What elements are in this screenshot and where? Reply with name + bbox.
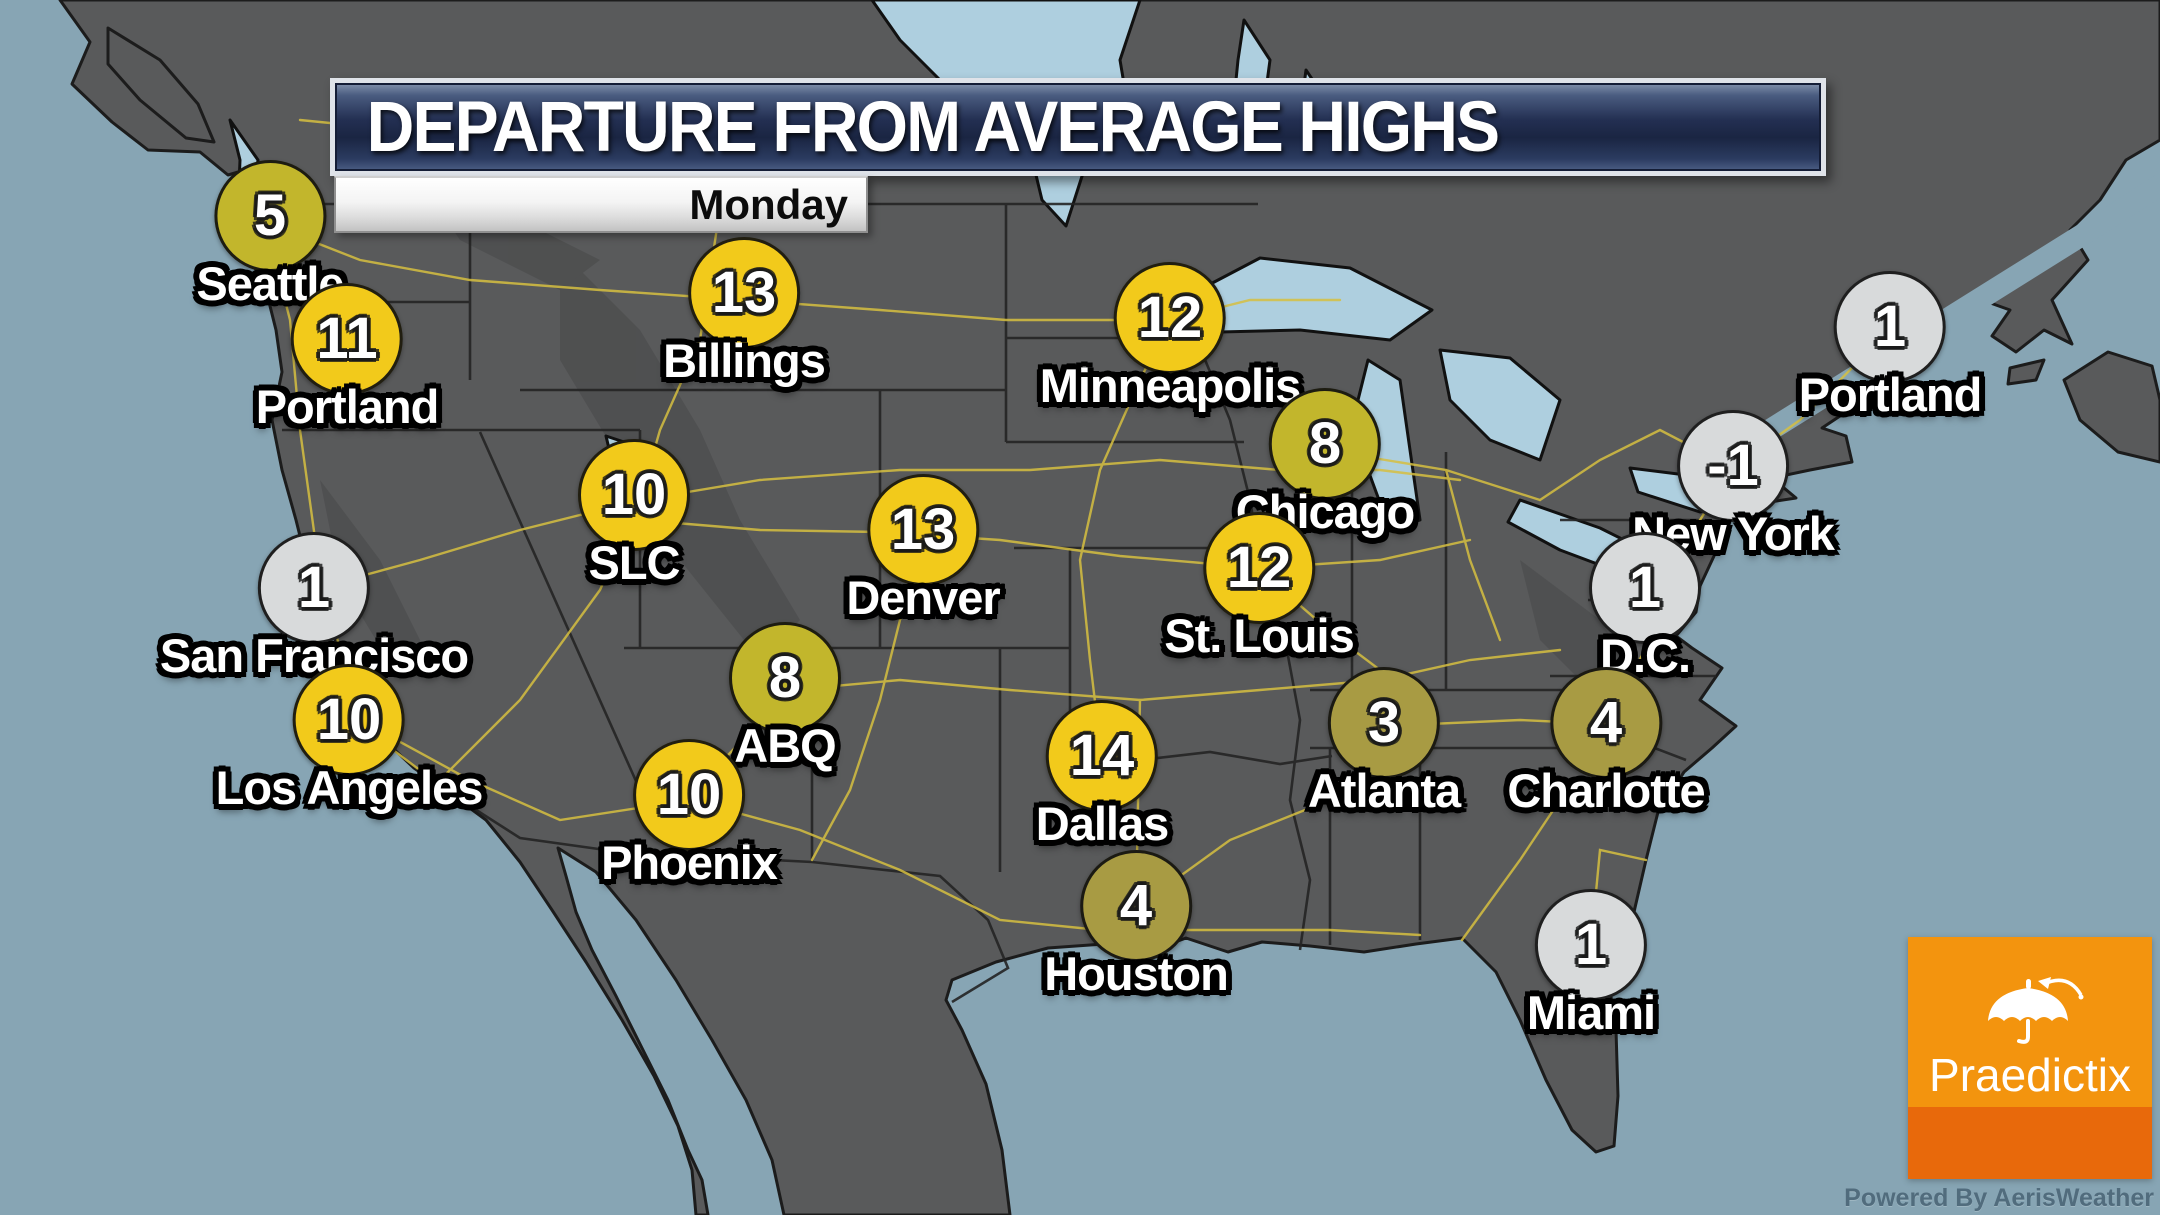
departure-value-bubble: 10 bbox=[293, 664, 405, 776]
departure-value-bubble: 8 bbox=[1268, 388, 1381, 500]
city-label: Billings bbox=[663, 334, 826, 387]
city-marker-d-c: 1 D.C. bbox=[1589, 532, 1701, 683]
city-label: Portland bbox=[255, 380, 440, 433]
praedictix-logo: Praedictix bbox=[1908, 937, 2152, 1179]
departure-value: 13 bbox=[711, 260, 777, 325]
city-marker-portland: 1 Portland bbox=[1799, 271, 1982, 422]
city-marker-houston: 4 Houston bbox=[1044, 850, 1229, 1001]
umbrella-icon bbox=[1988, 976, 2084, 1044]
departure-value-bubble: 11 bbox=[291, 283, 403, 395]
city-marker-minneapolis: 12 Minneapolis bbox=[1040, 262, 1301, 413]
departure-value-bubble: 12 bbox=[1114, 262, 1226, 374]
city-marker-st-louis: 12 St. Louis bbox=[1164, 512, 1355, 663]
departure-value-bubble: 13 bbox=[687, 237, 800, 349]
departure-value-bubble: 10 bbox=[578, 439, 690, 551]
city-label: Miami bbox=[1526, 986, 1656, 1039]
attribution-text: Powered By AerisWeather bbox=[1844, 1184, 2154, 1212]
departure-value-bubble: 3 bbox=[1327, 667, 1440, 779]
departure-value: 1 bbox=[1574, 912, 1608, 977]
city-marker-slc: 10 SLC bbox=[578, 439, 690, 590]
city-label: Houston bbox=[1044, 947, 1229, 1000]
departure-value: 10 bbox=[601, 462, 667, 527]
city-label: Charlotte bbox=[1507, 764, 1705, 817]
city-label: Denver bbox=[846, 571, 1000, 624]
departure-value: 4 bbox=[1589, 690, 1623, 755]
date-bar: Monday bbox=[334, 176, 868, 233]
departure-value: -1 bbox=[1707, 433, 1759, 498]
departure-value-bubble: 8 bbox=[729, 622, 841, 734]
city-marker-charlotte: 4 Charlotte bbox=[1507, 667, 1706, 818]
city-label: Portland bbox=[1798, 368, 1983, 421]
city-label: Phoenix bbox=[601, 836, 778, 889]
map-coastal-islands bbox=[106, 26, 2160, 464]
city-marker-phoenix: 10 Phoenix bbox=[601, 739, 778, 890]
city-label: San Francisco bbox=[159, 629, 469, 682]
city-marker-new-york: -1 New York bbox=[1632, 410, 1835, 561]
departure-value: 5 bbox=[253, 183, 287, 248]
departure-value: 10 bbox=[656, 762, 722, 827]
departure-value: 11 bbox=[316, 306, 378, 371]
city-marker-dallas: 14 Dallas bbox=[1035, 700, 1169, 851]
map-lake-huron bbox=[1438, 348, 1562, 462]
city-label: Atlanta bbox=[1307, 764, 1461, 817]
departure-value: 12 bbox=[1226, 535, 1292, 600]
departure-value-bubble: 12 bbox=[1202, 512, 1315, 624]
departure-value-bubble: 5 bbox=[213, 160, 326, 272]
city-marker-denver: 13 Denver bbox=[846, 474, 1001, 625]
page-title: DEPARTURE FROM AVERAGE HIGHS bbox=[366, 87, 1500, 167]
departure-value: 13 bbox=[890, 497, 956, 562]
departure-value-bubble: 10 bbox=[632, 739, 745, 851]
city-label: SLC bbox=[588, 536, 681, 589]
city-marker-chicago: 8 Chicago bbox=[1236, 388, 1415, 539]
city-marker-atlanta: 3 Atlanta bbox=[1307, 667, 1461, 818]
city-marker-billings: 13 Billings bbox=[663, 237, 826, 388]
departure-value: 1 bbox=[1873, 294, 1907, 359]
logo-upper: Praedictix bbox=[1908, 937, 2152, 1107]
departure-value-bubble: 14 bbox=[1045, 700, 1158, 812]
city-label: Minneapolis bbox=[1039, 359, 1302, 412]
departure-value: 3 bbox=[1367, 690, 1401, 755]
city-marker-los-angeles: 10 Los Angeles bbox=[216, 664, 483, 815]
title-bar: DEPARTURE FROM AVERAGE HIGHS bbox=[330, 78, 1826, 176]
city-label: Los Angeles bbox=[215, 761, 484, 814]
city-marker-miami: 1 Miami bbox=[1526, 889, 1656, 1040]
valid-day-label: Monday bbox=[689, 180, 848, 228]
departure-value: 10 bbox=[316, 687, 382, 752]
departure-value: 4 bbox=[1119, 873, 1153, 938]
brand-name: Praedictix bbox=[1929, 1048, 2131, 1101]
departure-value: 14 bbox=[1069, 723, 1135, 788]
departure-value-bubble: 1 bbox=[1834, 271, 1946, 383]
departure-value-bubble: -1 bbox=[1676, 410, 1789, 522]
departure-value: 8 bbox=[768, 645, 802, 710]
city-marker-portland: 11 Portland bbox=[256, 283, 439, 434]
departure-value-bubble: 1 bbox=[1589, 532, 1701, 644]
city-label: ABQ bbox=[734, 719, 836, 772]
departure-value-bubble: 13 bbox=[866, 474, 979, 586]
departure-value-bubble: 1 bbox=[257, 532, 370, 644]
departure-value-bubble: 1 bbox=[1534, 889, 1647, 1001]
logo-lower-band bbox=[1908, 1107, 2152, 1179]
departure-value: 1 bbox=[297, 555, 331, 620]
city-label: St. Louis bbox=[1164, 609, 1354, 662]
departure-value: 8 bbox=[1308, 411, 1342, 476]
departure-value: 1 bbox=[1628, 555, 1662, 620]
departure-value: 12 bbox=[1137, 285, 1203, 350]
city-marker-san-francisco: 1 San Francisco bbox=[159, 532, 469, 683]
departure-value-bubble: 4 bbox=[1079, 850, 1192, 962]
departure-value-bubble: 4 bbox=[1549, 667, 1662, 779]
city-label: Dallas bbox=[1035, 797, 1169, 850]
city-marker-abq: 8 ABQ bbox=[729, 622, 841, 773]
